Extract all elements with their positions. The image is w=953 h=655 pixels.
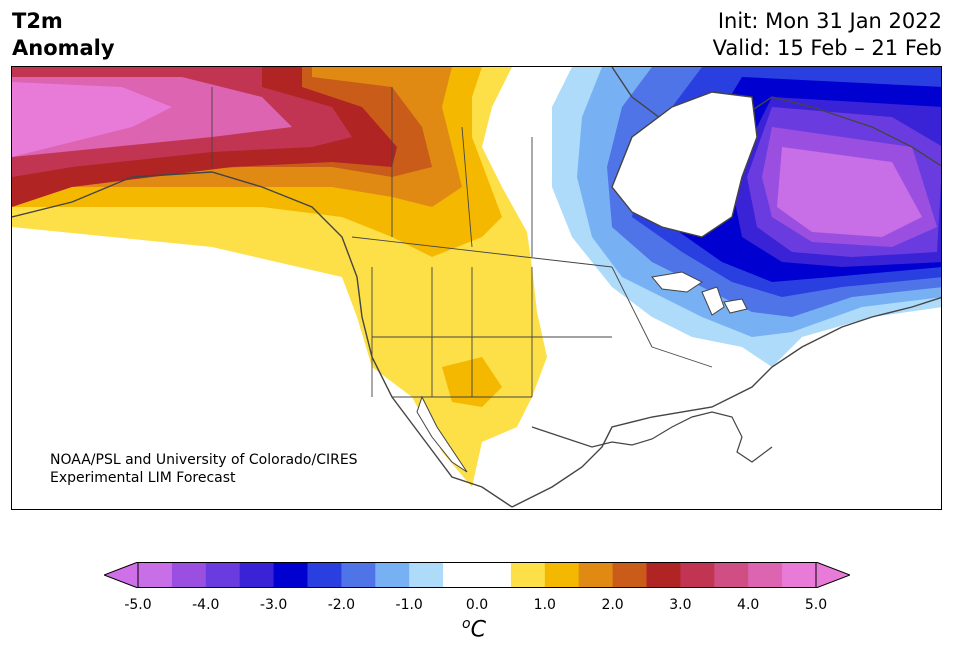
colorbar-frame [137, 562, 817, 588]
colorbar-bin [510, 562, 546, 588]
forecast-dates: Init: Mon 31 Jan 2022 Valid: 15 Feb – 21… [713, 8, 942, 62]
colorbar-bin [646, 562, 681, 588]
unit-base: C [470, 617, 486, 643]
credit-text: NOAA/PSL and University of Colorado/CIRE… [50, 451, 358, 487]
map-title: T2m Anomaly [12, 8, 115, 62]
colorbar-tick-label: 5.0 [804, 597, 828, 613]
colorbar-tick-label: -3.0 [259, 597, 288, 613]
anomaly-map: NOAA/PSL and University of Colorado/CIRE… [11, 66, 942, 510]
colorbar-bin [714, 562, 749, 588]
colorbar-tick-label: 3.0 [669, 597, 692, 613]
colorbar-extend-high [815, 562, 850, 588]
colorbar-bin [748, 562, 783, 588]
anomaly-magenta [777, 147, 922, 237]
colorbar-tick-label: -1.0 [395, 597, 423, 613]
title-line1: T2m [12, 9, 63, 33]
coastline [12, 67, 941, 508]
colorbar-bin [273, 562, 308, 588]
unit-superscript: o [462, 616, 471, 632]
colorbar-unit: oC [462, 616, 486, 642]
colorbar-bin [443, 562, 478, 588]
colorbar-bin [477, 562, 512, 588]
colorbar-tick-label: 1.0 [533, 597, 556, 613]
colorbar-tick-label: 0.0 [465, 597, 489, 613]
colorbar-bin [782, 562, 817, 588]
colorbar-bin [171, 562, 207, 588]
borders [211, 87, 713, 398]
hudson-bay [611, 91, 758, 238]
colorbar-tick-label: 4.0 [737, 597, 760, 613]
map-canvas [12, 67, 941, 508]
title-line2: Anomaly [12, 36, 115, 60]
colorbar-bin [375, 562, 410, 588]
colorbar-bin [307, 562, 342, 588]
colorbar-bin [578, 562, 614, 588]
credit-line1: NOAA/PSL and University of Colorado/CIRE… [50, 452, 358, 468]
colorbar-tick-label: 2.0 [601, 597, 624, 613]
colorbar-bin [239, 562, 275, 588]
valid-date: Valid: 15 Feb – 21 Feb [712, 36, 942, 60]
colorbar-bin [409, 562, 444, 588]
colorbar-bin [205, 562, 241, 588]
colorbar-bin [612, 562, 647, 588]
colorbar-tick-label: -5.0 [124, 597, 152, 613]
colorbar-tick-label: -4.0 [192, 597, 220, 613]
gulf-of-california [416, 395, 468, 473]
colorbar-bin [138, 562, 173, 588]
colorbar-tick-label: -2.0 [327, 597, 356, 613]
colorbar-extend-low [104, 562, 139, 588]
colorbar-bin [544, 562, 580, 588]
colorbar-bin [341, 562, 376, 588]
gulf-coast [531, 411, 773, 463]
init-date: Init: Mon 31 Jan 2022 [717, 9, 942, 33]
great-lakes [651, 271, 748, 316]
credit-line2: Experimental LIM Forecast [50, 470, 236, 486]
colorbar-bin [680, 562, 715, 588]
colorbar [104, 562, 850, 588]
anomaly-light-pink [12, 82, 172, 157]
